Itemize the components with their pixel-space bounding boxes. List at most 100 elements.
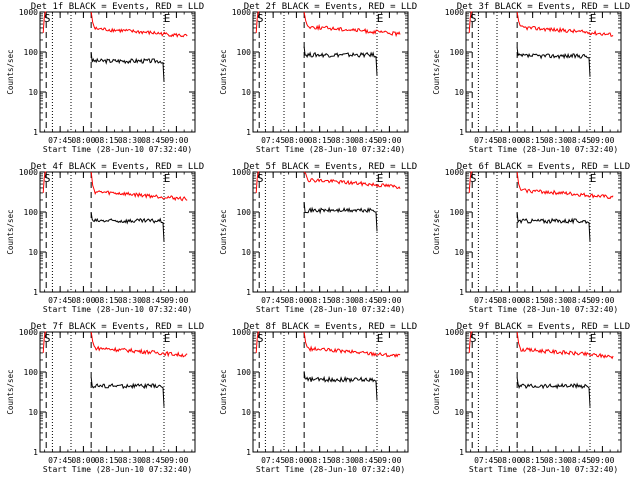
end-marker-label: E: [377, 12, 384, 25]
y-tick-label: 10: [241, 88, 251, 97]
lld-series-line: [303, 171, 401, 190]
y-tick-label: 10: [241, 248, 251, 257]
x-tick-label: 09:00: [164, 456, 188, 465]
x-tick-label: 08:00: [497, 296, 521, 305]
x-tick-label: 08:00: [284, 296, 308, 305]
x-tick-label: 08:45: [567, 296, 591, 305]
lld-series-line: [90, 171, 188, 202]
y-tick-label: 1: [459, 128, 464, 137]
y-tick-label: 1: [33, 448, 38, 457]
detector-panel-5: Det 5f BLACK = Events, RED = LLD 1 10 100 10…: [219, 162, 417, 314]
plot-frame: [39, 331, 196, 453]
detector-panel-8: Det 8f BLACK = Events, RED = LLD 1 10 100 10…: [219, 322, 417, 474]
y-tick-label: 1000: [232, 328, 251, 337]
x-axis-label: Start Time (28-Jun-10 07:32:40): [256, 465, 405, 474]
x-tick-label: 08:00: [284, 136, 308, 145]
x-tick-label: 09:00: [377, 136, 401, 145]
start-marker-label: S: [257, 332, 264, 345]
x-tick-label: 08:00: [497, 456, 521, 465]
x-tick-label: 08:30: [331, 136, 355, 145]
x-tick-label: 08:45: [354, 136, 378, 145]
x-axis-label: Start Time (28-Jun-10 07:32:40): [43, 305, 192, 314]
lld-start-spike: [255, 171, 260, 193]
x-tick-label: 08:30: [331, 456, 355, 465]
lld-start-spike: [42, 11, 47, 33]
lld-start-spike: [468, 171, 473, 193]
panel-title: Det 3f BLACK = Events, RED = LLD: [457, 2, 630, 12]
plot-frame: [39, 171, 196, 293]
panel-title: Det 8f BLACK = Events, RED = LLD: [244, 322, 417, 332]
end-marker-label: E: [164, 12, 171, 25]
lld-start-spike: [468, 11, 473, 33]
plot-frame: [252, 11, 409, 133]
x-tick-label: 08:30: [118, 136, 142, 145]
y-tick-label: 1: [246, 288, 251, 297]
events-series-line: [516, 377, 591, 407]
y-tick-label: 10: [28, 88, 38, 97]
lld-start-spike: [468, 331, 473, 353]
events-series-line: [90, 377, 165, 407]
plot-frame: [465, 331, 622, 453]
y-tick-label: 1000: [19, 168, 38, 177]
lld-start-spike: [42, 171, 47, 193]
x-tick-label: 09:00: [590, 296, 614, 305]
y-tick-label: 1: [246, 128, 251, 137]
x-tick-label: 08:30: [331, 296, 355, 305]
lld-series-line: [516, 331, 614, 360]
x-tick-label: 08:15: [521, 296, 545, 305]
x-tick-label: 08:00: [71, 136, 95, 145]
lld-series-line: [90, 11, 188, 38]
end-marker-label: E: [590, 332, 597, 345]
x-axis-label: Start Time (28-Jun-10 07:32:40): [469, 145, 618, 154]
y-tick-label: 1: [33, 128, 38, 137]
detector-panel-4: Det 4f BLACK = Events, RED = LLD 1 10 100 10…: [6, 162, 204, 314]
x-tick-label: 08:30: [544, 456, 568, 465]
y-tick-label: 10: [454, 88, 464, 97]
y-tick-label: 10: [454, 248, 464, 257]
x-tick-label: 08:30: [118, 296, 142, 305]
start-marker-label: S: [257, 172, 264, 185]
y-tick-label: 1000: [445, 8, 464, 17]
y-axis-label: Counts/sec: [6, 369, 15, 414]
y-axis-label: Counts/sec: [6, 209, 15, 254]
detector-panel-3: Det 3f BLACK = Events, RED = LLD 1 10 100 10…: [432, 2, 630, 154]
lld-start-spike: [255, 11, 260, 33]
y-axis-label: Counts/sec: [6, 49, 15, 94]
y-tick-label: 1000: [19, 328, 38, 337]
y-tick-label: 1: [246, 448, 251, 457]
y-tick-label: 100: [450, 368, 465, 377]
y-tick-label: 100: [450, 208, 465, 217]
x-tick-label: 07:45: [474, 136, 498, 145]
y-axis-label: Counts/sec: [219, 369, 228, 414]
end-marker-label: E: [590, 12, 597, 25]
x-tick-label: 08:00: [71, 296, 95, 305]
y-tick-label: 100: [24, 208, 39, 217]
x-tick-label: 09:00: [377, 296, 401, 305]
x-tick-label: 08:15: [95, 456, 119, 465]
end-marker-label: E: [590, 172, 597, 185]
x-tick-label: 07:45: [474, 296, 498, 305]
y-tick-label: 1000: [232, 8, 251, 17]
events-series-line: [516, 212, 591, 242]
y-tick-label: 1: [33, 288, 38, 297]
y-tick-label: 100: [450, 48, 465, 57]
detector-panel-9: Det 9f BLACK = Events, RED = LLD 1 10 100 10…: [432, 322, 630, 474]
panel-title: Det 1f BLACK = Events, RED = LLD: [31, 2, 204, 12]
x-tick-label: 08:00: [71, 456, 95, 465]
end-marker-label: E: [164, 172, 171, 185]
lld-series-line: [303, 11, 401, 38]
plot-frame: [465, 11, 622, 133]
x-tick-label: 09:00: [164, 136, 188, 145]
x-axis-label: Start Time (28-Jun-10 07:32:40): [469, 305, 618, 314]
y-tick-label: 100: [237, 208, 252, 217]
x-tick-label: 08:45: [567, 456, 591, 465]
events-series-line: [303, 46, 378, 76]
plot-frame: [252, 331, 409, 453]
x-tick-label: 08:45: [141, 296, 165, 305]
x-tick-label: 08:30: [118, 456, 142, 465]
x-tick-label: 08:45: [354, 296, 378, 305]
lld-start-spike: [255, 331, 260, 353]
y-tick-label: 100: [237, 48, 252, 57]
y-axis-label: Counts/sec: [432, 369, 441, 414]
plot-frame: [39, 11, 196, 133]
